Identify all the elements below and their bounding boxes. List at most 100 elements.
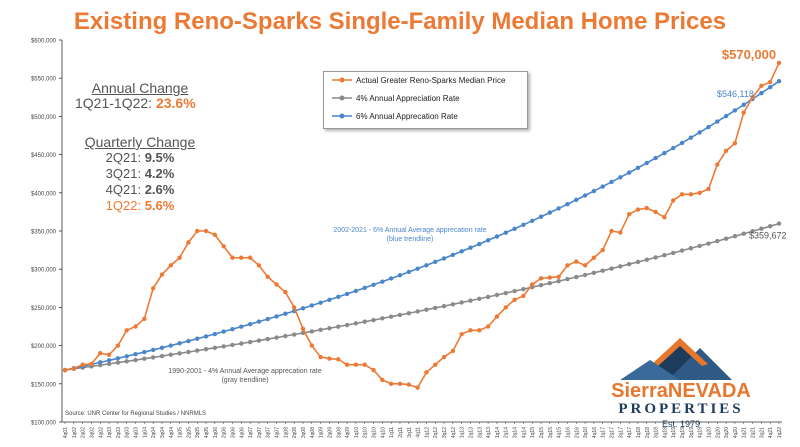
- x-tick-label: 1q12: [424, 427, 430, 438]
- series-four-pct-point: [124, 359, 129, 364]
- series-six-pct-point: [221, 329, 226, 334]
- series-four-pct-point: [750, 229, 755, 234]
- series-four-pct-point: [441, 303, 447, 309]
- series-actual-point: [195, 228, 200, 234]
- series-four-pct-point: [582, 272, 588, 278]
- series-six-pct-point: [344, 291, 350, 297]
- series-six-pct-point: [723, 113, 729, 119]
- series-four-pct-point: [556, 278, 561, 284]
- series-actual-point: [662, 215, 667, 220]
- series-six-pct-point: [626, 170, 632, 175]
- series-actual-point: [626, 211, 632, 217]
- series-actual-point: [150, 286, 156, 291]
- series-actual-point: [618, 230, 623, 235]
- series-four-pct-point: [380, 316, 385, 321]
- series-six-pct-point: [98, 360, 103, 365]
- logo-properties: PROPERTIES: [618, 401, 744, 417]
- x-tick-label: 2q08: [292, 427, 298, 438]
- series-six-pct-point: [106, 358, 112, 363]
- series-actual-point: [715, 162, 720, 167]
- x-tick-label: 3q11: [407, 427, 413, 438]
- series-actual-point: [62, 367, 68, 373]
- series-four-pct-point: [512, 288, 517, 294]
- series-six-pct-point: [415, 266, 420, 271]
- series-actual-point: [397, 381, 403, 386]
- y-tick-label: $600,000: [31, 39, 57, 45]
- annotation-last-four: $359,672: [749, 231, 787, 241]
- series-four-pct-point: [274, 335, 279, 340]
- series-four-pct-point: [723, 236, 729, 241]
- y-tick-label: $400,000: [31, 191, 57, 197]
- series-actual-point: [635, 207, 641, 212]
- x-tick-label: 4q20: [733, 427, 739, 438]
- annotation-low-four: 1990-2001 - 4% Annual Average apprecatio…: [168, 368, 321, 375]
- series-six-pct-point: [133, 351, 138, 357]
- series-four-pct-point: [697, 243, 702, 249]
- x-tick-label: 3q05: [195, 427, 201, 438]
- quarter-label: 3Q21:: [105, 166, 142, 181]
- series-four-pct-point: [239, 341, 244, 346]
- x-tick-label: 1q14: [495, 427, 501, 438]
- series-actual-point: [142, 316, 147, 322]
- quarter-row: 4Q21: 2.6%: [80, 182, 200, 198]
- series-six-pct-point: [767, 84, 773, 90]
- x-tick-label: 2q05: [186, 427, 192, 438]
- series-six-pct-point: [195, 336, 200, 341]
- series-six-pct-point: [274, 314, 279, 319]
- series-four-pct-point: [635, 259, 641, 265]
- series-four-pct-point: [424, 307, 429, 312]
- series-six-pct-point: [230, 326, 235, 332]
- legend-label: 4% Annual Appreciation Rate: [356, 94, 460, 103]
- x-tick-label: 1q02: [72, 427, 78, 438]
- series-six-pct-point: [459, 249, 464, 254]
- x-tick-label: 4q18: [662, 427, 668, 438]
- x-tick-label: 4q05: [204, 427, 210, 438]
- series-actual-point: [494, 314, 500, 319]
- series-actual-point: [415, 385, 420, 390]
- series-four-pct-point: [485, 294, 491, 300]
- series-four-pct-point: [741, 231, 746, 236]
- x-tick-label: 3q19: [689, 427, 695, 438]
- series-actual-point: [159, 272, 165, 277]
- x-tick-label: 4q10: [380, 427, 386, 438]
- series-actual-point: [767, 79, 773, 85]
- series-four-pct-point: [688, 246, 694, 251]
- series-six-pct-point: [776, 78, 782, 84]
- series-six-pct-point: [618, 175, 623, 180]
- series-four-pct-point: [336, 324, 341, 329]
- series-six-pct-point: [600, 184, 605, 189]
- series-four-pct-point: [459, 300, 464, 305]
- x-tick-label: 4q16: [592, 427, 598, 438]
- series-four-pct-point: [732, 234, 738, 239]
- series-six-pct-point: [741, 102, 746, 107]
- series-actual-point: [565, 263, 570, 268]
- x-tick-label: 4q08: [310, 427, 316, 438]
- source-note: Source: UNR Center for Regional Studies …: [65, 411, 206, 417]
- x-tick-label: 3q17: [618, 427, 624, 438]
- series-four-pct-point: [212, 345, 218, 351]
- annual-change-pct: 23.6%: [155, 95, 196, 111]
- x-tick-label: 4q15: [557, 427, 563, 438]
- series-six-pct-point: [388, 276, 394, 281]
- series-six-pct-point: [300, 306, 306, 311]
- annotation-low-four-2: (gray trendline): [221, 377, 268, 384]
- series-four-pct-point: [186, 349, 191, 355]
- series-actual-point: [300, 326, 306, 331]
- x-tick-label: 3q15: [548, 427, 554, 438]
- quarter-row: 3Q21: 4.2%: [80, 166, 200, 182]
- x-tick-label: 1q10: [354, 427, 360, 438]
- series-actual-point: [503, 305, 508, 310]
- annual-change-value: 1Q21-1Q22: 23.6%: [75, 95, 196, 111]
- y-tick-label: $550,000: [31, 77, 57, 83]
- series-four-pct-point: [653, 255, 658, 260]
- y-tick-label: $450,000: [31, 153, 57, 159]
- x-tick-label: 1q21: [742, 427, 748, 438]
- x-tick-label: 2q12: [433, 427, 439, 438]
- series-four-pct-point: [230, 342, 235, 348]
- series-six-pct-point: [433, 259, 438, 265]
- series-actual-point: [336, 357, 341, 362]
- x-tick-label: 1q04: [142, 427, 148, 438]
- series-six-pct-point: [380, 279, 385, 284]
